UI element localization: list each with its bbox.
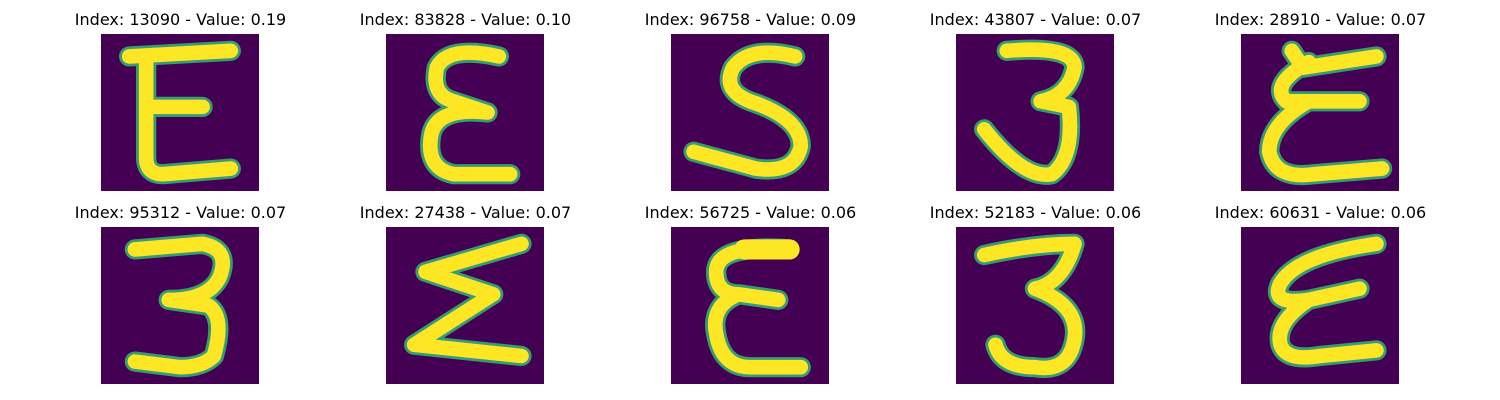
digit-image [956, 34, 1114, 191]
panel-title: Index: 27438 - Value: 0.07 [359, 203, 572, 222]
panel-title: Index: 60631 - Value: 0.06 [1214, 203, 1427, 222]
panel-7: Index: 27438 - Value: 0.07 [323, 204, 608, 394]
panel-1: Index: 13090 - Value: 0.19 [38, 11, 323, 201]
panel-title: Index: 43807 - Value: 0.07 [929, 10, 1142, 29]
digit-image [671, 34, 829, 191]
panel-title: Index: 83828 - Value: 0.10 [359, 10, 572, 29]
panel-8: Index: 56725 - Value: 0.06 [608, 204, 893, 394]
panel-6: Index: 95312 - Value: 0.07 [38, 204, 323, 394]
panel-4: Index: 43807 - Value: 0.07 [893, 11, 1178, 201]
panel-title: Index: 56725 - Value: 0.06 [644, 203, 857, 222]
digit-image [386, 227, 544, 384]
panel-title: Index: 13090 - Value: 0.19 [74, 10, 287, 29]
panel-10: Index: 60631 - Value: 0.06 [1178, 204, 1463, 394]
digit-image [101, 34, 259, 191]
panel-3: Index: 96758 - Value: 0.09 [608, 11, 893, 201]
panel-title: Index: 52183 - Value: 0.06 [929, 203, 1142, 222]
panel-9: Index: 52183 - Value: 0.06 [893, 204, 1178, 394]
digit-image [1241, 227, 1399, 384]
panel-title: Index: 95312 - Value: 0.07 [74, 203, 287, 222]
panel-2: Index: 83828 - Value: 0.10 [323, 11, 608, 201]
digit-image [671, 227, 829, 384]
panel-title: Index: 28910 - Value: 0.07 [1214, 10, 1427, 29]
panel-title: Index: 96758 - Value: 0.09 [644, 10, 857, 29]
digit-image [101, 227, 259, 384]
digit-image [956, 227, 1114, 384]
digit-image [386, 34, 544, 191]
panel-5: Index: 28910 - Value: 0.07 [1178, 11, 1463, 201]
digit-image [1241, 34, 1399, 191]
